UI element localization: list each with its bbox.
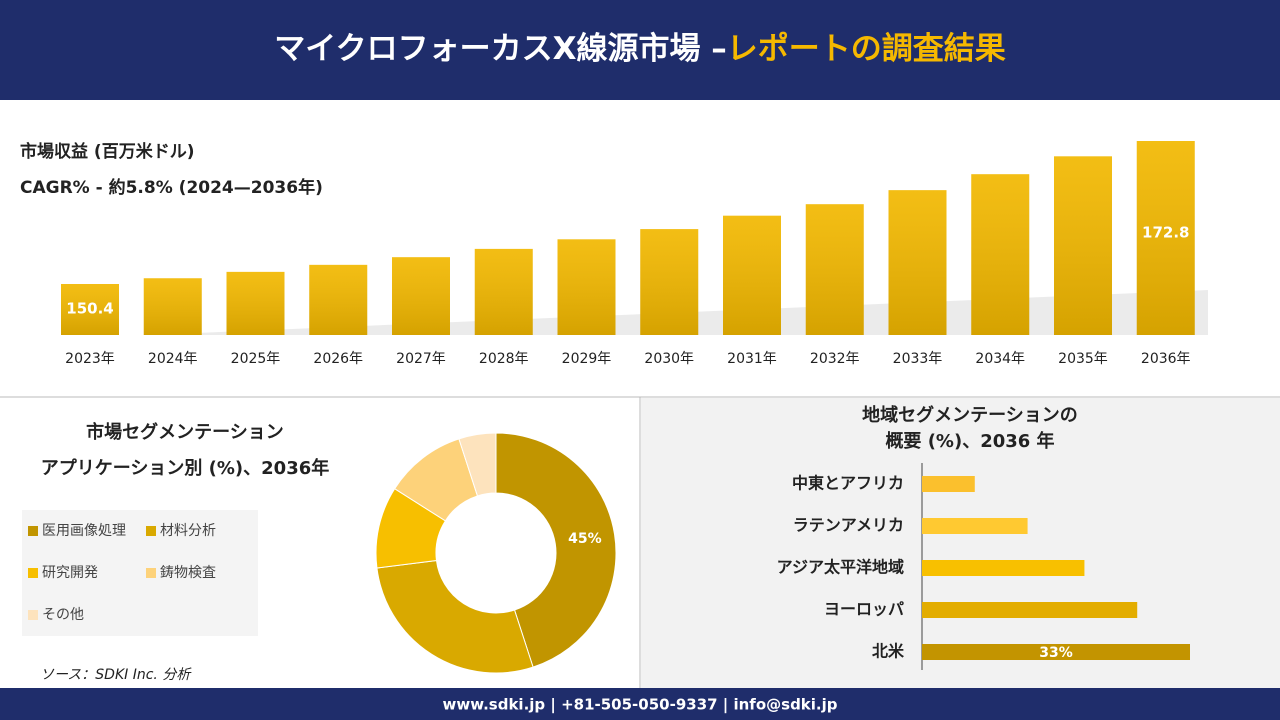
x-tick-label: 2026年 [313, 351, 363, 367]
bar-shade [1136, 141, 1195, 335]
donut-slice [458, 432, 497, 497]
legend-label: 医用画像処理 [42, 523, 126, 539]
data-label: 172.8 [1142, 224, 1189, 242]
x-tick-label: 2034年 [975, 351, 1025, 367]
chart-title: 市場収益 (百万米ドル) [20, 141, 194, 162]
legend-box [22, 510, 258, 636]
legend-swatch [28, 568, 38, 578]
data-label: 33% [1039, 645, 1073, 661]
footer: www.sdki.jp | +81-505-050-9337 | info@sd… [442, 696, 837, 715]
bar-shade [971, 174, 1030, 335]
bar [922, 644, 1190, 660]
bar [922, 602, 1138, 618]
x-tick-label: 2033年 [893, 351, 943, 367]
footer-bar [0, 688, 1280, 720]
x-tick-label: 2031年 [727, 351, 777, 367]
bar-shade [557, 239, 616, 335]
source: ソース：SDKI Inc. 分析 [40, 667, 192, 683]
data-label: 150.4 [66, 300, 113, 318]
y-tick-label: 中東とアフリカ [792, 474, 904, 493]
x-tick-label: 2030年 [644, 351, 694, 367]
bar-shade [1054, 156, 1112, 335]
x-tick-label: 2032年 [810, 351, 860, 367]
legend-swatch [28, 526, 38, 536]
chart-subtitle: アプリケーション別 (%)、2036年 [41, 457, 330, 479]
bar-shade [640, 229, 699, 335]
chart-title: 市場セグメンテーション [86, 421, 284, 443]
bar [922, 518, 1028, 534]
bar-shade [392, 257, 450, 335]
right-panel [641, 398, 1280, 688]
chart-subtitle: CAGR% - 約5.8% (2024—2036年) [20, 177, 323, 198]
legend-label: 材料分析 [160, 523, 216, 539]
x-tick-label: 2025年 [231, 351, 281, 367]
bar-shade [474, 248, 533, 335]
data-label: 45% [568, 531, 602, 547]
bar-shade [723, 215, 781, 335]
bar-shade [805, 204, 864, 335]
legend-swatch [146, 568, 156, 578]
x-tick-label: 2028年 [479, 351, 529, 367]
legend-swatch [28, 610, 38, 620]
y-tick-label: ラテンアメリカ [793, 516, 904, 535]
header-bar [0, 0, 1280, 100]
bar-shade [61, 284, 119, 335]
x-tick-label: 2027年 [396, 351, 446, 367]
bar-shade [888, 190, 947, 335]
header-title: マイクロフォーカスX線源市場 –レポートの調査結果 [274, 31, 1006, 67]
bar [922, 560, 1085, 576]
x-tick-label: 2029年 [562, 351, 612, 367]
bar-shade [309, 264, 368, 335]
title-highlight: レポートの調査結果 [727, 31, 1006, 67]
y-tick-label: アジア太平洋地域 [777, 558, 904, 577]
bar-shade [143, 278, 202, 335]
chart-title: 地域セグメンテーションの概要 (%)、2036 年 [862, 404, 1078, 452]
legend-label: その他 [42, 607, 84, 623]
y-tick-label: 北米 [872, 642, 905, 661]
legend-label: 研究開発 [42, 565, 98, 581]
bar-shade [226, 271, 285, 335]
donut-slice [376, 559, 534, 674]
legend-label: 鋳物検査 [160, 564, 216, 581]
bar [922, 476, 975, 492]
legend-swatch [146, 526, 156, 536]
donut-slice [495, 432, 617, 668]
x-tick-label: 2036年 [1141, 351, 1191, 367]
y-tick-label: ヨーロッパ [824, 600, 904, 619]
title-main: マイクロフォーカスX線源市場 – [274, 31, 727, 67]
x-tick-label: 2024年 [148, 351, 198, 367]
x-tick-label: 2035年 [1058, 351, 1108, 367]
x-tick-label: 2023年 [65, 351, 115, 367]
